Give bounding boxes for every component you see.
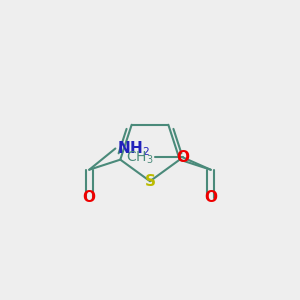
Text: S: S bbox=[145, 174, 155, 189]
Text: O: O bbox=[176, 150, 189, 165]
Text: NH$_2$: NH$_2$ bbox=[117, 139, 150, 158]
Text: O: O bbox=[204, 190, 217, 205]
Text: O: O bbox=[83, 190, 96, 205]
Text: CH$_3$: CH$_3$ bbox=[126, 149, 154, 166]
